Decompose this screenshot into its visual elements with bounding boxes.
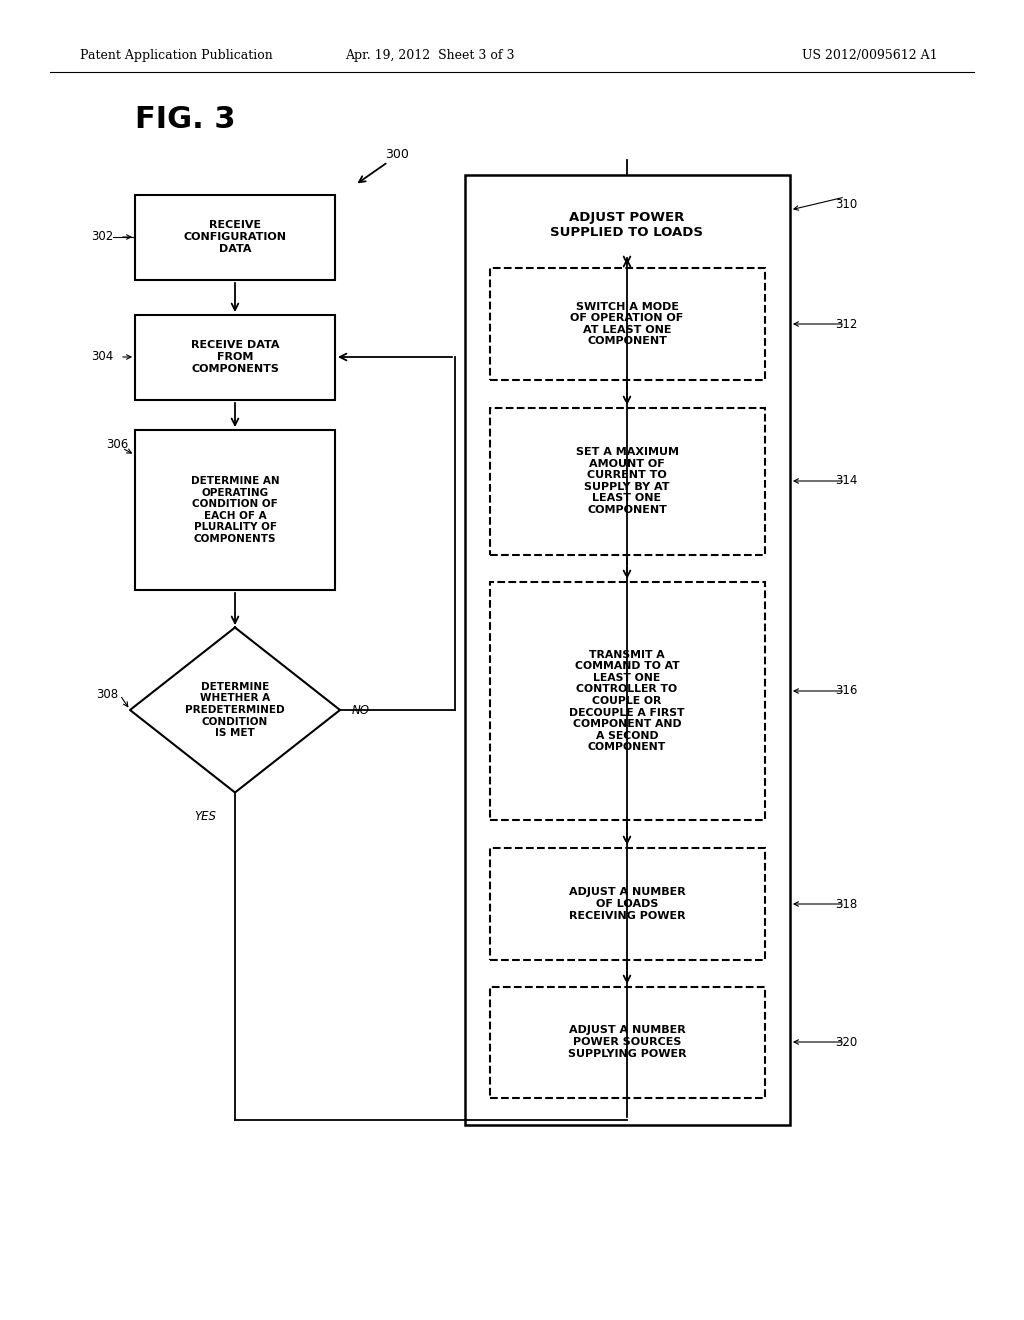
Text: ADJUST POWER
SUPPLIED TO LOADS: ADJUST POWER SUPPLIED TO LOADS xyxy=(551,211,703,239)
Text: DETERMINE AN
OPERATING
CONDITION OF
EACH OF A
PLURALITY OF
COMPONENTS: DETERMINE AN OPERATING CONDITION OF EACH… xyxy=(190,477,280,544)
Text: 316: 316 xyxy=(835,685,857,697)
Text: 320: 320 xyxy=(835,1035,857,1048)
Text: 318: 318 xyxy=(835,898,857,911)
Text: TRANSMIT A
COMMAND TO AT
LEAST ONE
CONTROLLER TO
COUPLE OR
DECOUPLE A FIRST
COMP: TRANSMIT A COMMAND TO AT LEAST ONE CONTR… xyxy=(569,649,685,752)
Text: ADJUST A NUMBER
OF LOADS
RECEIVING POWER: ADJUST A NUMBER OF LOADS RECEIVING POWER xyxy=(568,887,685,920)
Bar xyxy=(490,987,765,1098)
Text: 306: 306 xyxy=(105,438,128,451)
Bar xyxy=(490,408,765,554)
Text: US 2012/0095612 A1: US 2012/0095612 A1 xyxy=(802,49,938,62)
Text: SET A MAXIMUM
AMOUNT OF
CURRENT TO
SUPPLY BY AT
LEAST ONE
COMPONENT: SET A MAXIMUM AMOUNT OF CURRENT TO SUPPL… xyxy=(575,447,679,515)
Bar xyxy=(490,268,765,380)
Text: 314: 314 xyxy=(835,474,857,487)
Text: 310: 310 xyxy=(835,198,857,211)
Text: RECEIVE
CONFIGURATION
DATA: RECEIVE CONFIGURATION DATA xyxy=(183,220,287,253)
Text: Patent Application Publication: Patent Application Publication xyxy=(80,49,272,62)
Bar xyxy=(490,847,765,960)
Bar xyxy=(490,582,765,820)
Text: 302: 302 xyxy=(91,231,113,243)
Text: SWITCH A MODE
OF OPERATION OF
AT LEAST ONE
COMPONENT: SWITCH A MODE OF OPERATION OF AT LEAST O… xyxy=(570,301,684,346)
Text: 304: 304 xyxy=(91,351,113,363)
Bar xyxy=(135,430,335,590)
Bar xyxy=(135,315,335,400)
Text: Apr. 19, 2012  Sheet 3 of 3: Apr. 19, 2012 Sheet 3 of 3 xyxy=(345,49,515,62)
Text: RECEIVE DATA
FROM
COMPONENTS: RECEIVE DATA FROM COMPONENTS xyxy=(190,341,280,374)
Text: 312: 312 xyxy=(835,318,857,330)
Text: NO: NO xyxy=(352,704,370,717)
Bar xyxy=(135,195,335,280)
Text: DETERMINE
WHETHER A
PREDETERMINED
CONDITION
IS MET: DETERMINE WHETHER A PREDETERMINED CONDIT… xyxy=(185,682,285,738)
Bar xyxy=(465,176,790,1125)
Text: FIG. 3: FIG. 3 xyxy=(135,106,236,135)
Text: 300: 300 xyxy=(385,149,409,161)
Text: ADJUST A NUMBER
POWER SOURCES
SUPPLYING POWER: ADJUST A NUMBER POWER SOURCES SUPPLYING … xyxy=(567,1026,686,1059)
Text: 308: 308 xyxy=(96,689,118,701)
Text: YES: YES xyxy=(194,810,216,822)
